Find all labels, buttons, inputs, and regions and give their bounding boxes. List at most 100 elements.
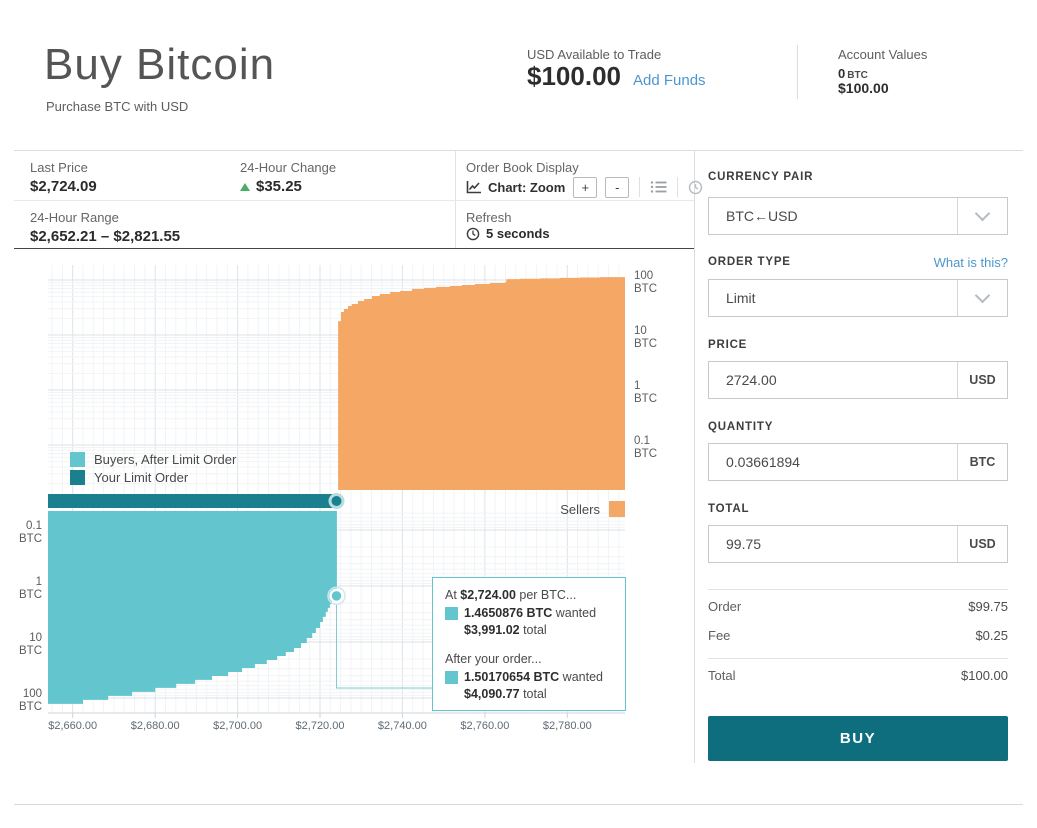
refresh-label: Refresh [466, 210, 512, 225]
total-input[interactable] [709, 526, 972, 562]
y-left-tick-label: 0.1 [26, 520, 42, 532]
buy-button[interactable]: BUY [708, 716, 1008, 761]
account-usd-value: $100.00 [838, 80, 889, 96]
price-label: PRICE [708, 339, 748, 351]
total-summary-row: Total $100.00 [708, 668, 1008, 683]
page-subtitle: Purchase BTC with USD [46, 99, 189, 114]
currency-pair-select[interactable]: BTC←USD [708, 197, 1008, 235]
quantity-unit: BTC [969, 455, 996, 469]
legend-your-order-row: Your Limit Order [70, 470, 236, 485]
y-right-tick-label: 100 [634, 270, 653, 282]
total-unit: USD [969, 537, 996, 551]
change-24h-amount: $35.25 [256, 178, 302, 195]
up-triangle-icon [240, 183, 250, 191]
your-order-swatch-icon [70, 470, 85, 485]
tooltip-connector-line [336, 603, 432, 689]
fee-row-value: $0.25 [975, 628, 1008, 643]
range-24h-label: 24-Hour Range [30, 210, 119, 225]
buyers-swatch-icon [70, 452, 85, 467]
y-left-tick-label: 10 [29, 632, 42, 644]
add-funds-link[interactable]: Add Funds [632, 72, 706, 89]
change-24h-label: 24-Hour Change [240, 160, 337, 175]
y-right-tick-label: 1 [634, 380, 640, 392]
limit-price-handle[interactable] [328, 493, 345, 509]
after-depth-marker[interactable] [329, 588, 344, 604]
legend-buyers-label: Buyers, After Limit Order [94, 452, 237, 467]
y-left-tick-label: 1 [36, 576, 42, 588]
order-book-list-button[interactable] [650, 180, 667, 194]
page-title: Buy Bitcoin [44, 40, 276, 89]
x-tick-label: $2,780.00 [543, 720, 592, 732]
y-right-tick-label: 10 [634, 325, 647, 337]
price-input[interactable] [709, 362, 972, 398]
buyers-after-area [48, 511, 337, 708]
usd-available-amount: $100.00 [527, 61, 621, 91]
account-btc-unit: BTC [847, 70, 868, 81]
svg-text:BTC: BTC [634, 283, 657, 295]
x-tick-label: $2,700.00 [213, 720, 262, 732]
y-right-tick-label: 0.1 [634, 435, 650, 447]
price-unit: USD [969, 373, 996, 387]
svg-text:BTC: BTC [19, 645, 42, 657]
header-divider [797, 45, 798, 99]
widget-top-border [14, 150, 1023, 151]
x-tick-label: $2,680.00 [131, 720, 180, 732]
change-24h-value: $35.25 [240, 178, 302, 195]
chart-legend: Buyers, After Limit Order Your Limit Ord… [70, 452, 236, 488]
order-type-select[interactable]: Limit [708, 279, 1008, 317]
refresh-value-row: 5 seconds [466, 226, 550, 241]
stats-bottom-border [14, 248, 694, 249]
usd-available-label: USD Available to Trade [527, 47, 662, 62]
chevron-down-icon-2 [974, 287, 991, 304]
trade-history-button[interactable] [688, 180, 703, 195]
tooltip-depth-row-2: 1.50170654 BTC wanted [445, 669, 613, 685]
legend-sellers-label: Sellers [560, 501, 600, 517]
zoom-out-button[interactable]: - [605, 176, 630, 198]
tooltip-after-line: After your order... [445, 652, 542, 666]
tooltip-total-row-2: $4,090.77 total [464, 687, 547, 701]
zoom-in-button[interactable]: + [573, 176, 598, 198]
order-type-value: Limit [726, 290, 756, 306]
currency-pair-chevron-section[interactable] [957, 198, 1007, 234]
svg-text:BTC: BTC [19, 701, 42, 713]
fee-summary-row: Fee $0.25 [708, 628, 1008, 643]
refresh-clock-icon [466, 227, 480, 240]
quantity-input[interactable] [709, 444, 972, 480]
order-book-controls: Chart: Zoom + - [466, 176, 703, 198]
price-unit-section: USD [957, 362, 1007, 398]
range-24h-value: $2,652.21 – $2,821.55 [30, 228, 181, 245]
price-field: USD [708, 361, 1008, 399]
tooltip-total-row: $3,991.02 total [464, 623, 547, 637]
total-unit-section: USD [957, 526, 1007, 562]
your-limit-order-bar [48, 494, 337, 508]
order-row-label: Order [708, 599, 742, 614]
controls-separator-2 [677, 177, 679, 197]
order-row-value: $99.75 [968, 599, 1008, 614]
stats-row-divider [14, 200, 694, 201]
legend-your-order-label: Your Limit Order [94, 470, 189, 485]
history-clock-icon [689, 180, 703, 194]
currency-pair-value: BTC←USD [726, 208, 798, 224]
fee-row-label: Fee [708, 628, 731, 643]
chart-line-icon [466, 181, 481, 194]
total-label: TOTAL [708, 503, 750, 515]
total-row-label: Total [708, 668, 736, 683]
quantity-label: QUANTITY [708, 421, 774, 433]
chevron-down-icon [974, 205, 991, 222]
order-type-label: ORDER TYPE [708, 256, 791, 268]
sellers-swatch-icon [609, 501, 625, 517]
order-type-chevron-section[interactable] [957, 280, 1007, 316]
x-tick-label: $2,660.00 [48, 720, 97, 732]
svg-text:BTC: BTC [634, 448, 657, 460]
tooltip-swatch-icon [445, 606, 458, 620]
currency-pair-label: CURRENCY PAIR [708, 171, 814, 183]
quantity-field: BTC [708, 443, 1008, 481]
svg-text:BTC: BTC [634, 393, 657, 405]
x-tick-label: $2,740.00 [378, 720, 427, 732]
stats-column-divider [455, 151, 456, 248]
account-values-label: Account Values [838, 47, 928, 62]
svg-text:BTC: BTC [19, 533, 42, 545]
what-is-this-link[interactable]: What is this? [933, 255, 1008, 270]
tooltip-at-line: At $2,724.00 per BTC... [445, 588, 577, 602]
